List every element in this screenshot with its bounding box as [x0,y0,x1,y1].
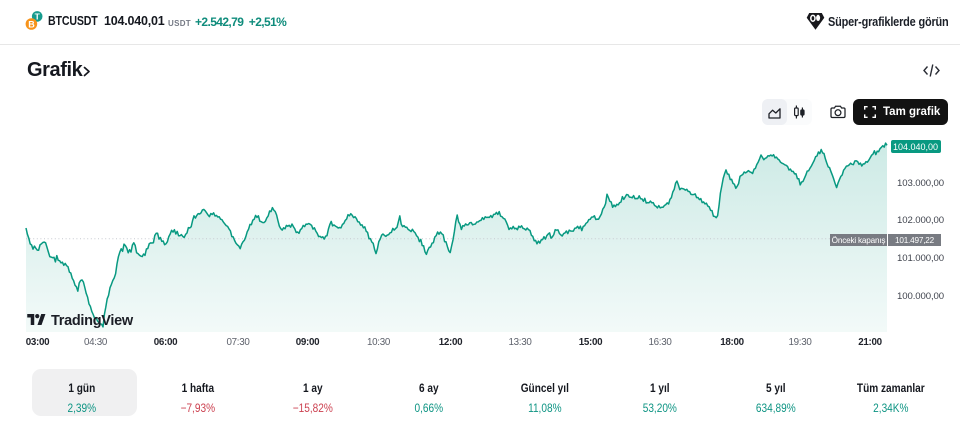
svg-text:T: T [35,11,41,21]
svg-text:B: B [28,19,35,29]
